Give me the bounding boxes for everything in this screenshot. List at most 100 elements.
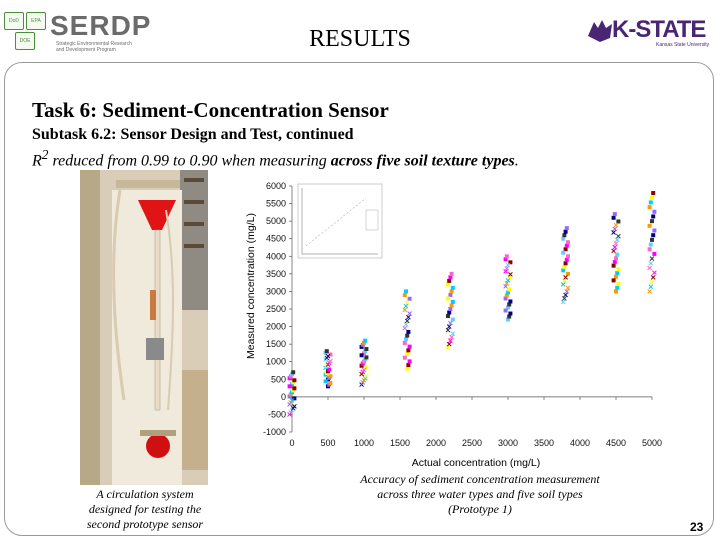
data-point xyxy=(648,284,654,290)
data-point xyxy=(359,344,364,349)
data-point xyxy=(563,229,568,234)
data-point xyxy=(325,353,331,359)
data-point xyxy=(402,293,407,298)
data-point xyxy=(446,282,450,287)
data-point xyxy=(652,228,657,233)
data-point xyxy=(650,219,654,224)
x-tick-label: 0 xyxy=(289,438,294,448)
data-point xyxy=(562,296,567,301)
data-point xyxy=(448,338,453,343)
data-point xyxy=(445,327,451,333)
epa-badge: EPA xyxy=(26,12,46,30)
wildcat-icon xyxy=(588,20,612,42)
data-point xyxy=(404,300,410,305)
data-point xyxy=(566,240,570,245)
data-point xyxy=(446,341,452,347)
chart-caption: Accuracy of sediment concentration measu… xyxy=(360,472,600,516)
subtask-title: Subtask 6.2: Sensor Design and Test, con… xyxy=(32,126,354,143)
data-point xyxy=(562,278,567,284)
data-point xyxy=(292,396,297,401)
data-point xyxy=(503,308,508,313)
y-tick-label: 500 xyxy=(271,374,286,384)
data-point xyxy=(359,363,364,368)
data-point xyxy=(449,289,454,294)
data-point xyxy=(651,191,656,196)
data-point xyxy=(292,378,297,383)
data-point xyxy=(504,254,509,259)
data-point xyxy=(328,358,333,364)
data-point xyxy=(402,307,408,313)
data-point xyxy=(613,241,619,246)
x-tick-label: 2500 xyxy=(462,438,482,448)
data-point xyxy=(360,342,365,347)
data-point xyxy=(292,386,297,391)
y-tick-label: -500 xyxy=(268,409,286,419)
data-point xyxy=(612,226,618,232)
data-point xyxy=(614,237,620,243)
data-point xyxy=(612,212,617,217)
data-point xyxy=(504,265,510,271)
data-point xyxy=(612,244,618,250)
data-point xyxy=(362,351,366,356)
data-point xyxy=(648,260,654,266)
x-tick-label: 1000 xyxy=(354,438,374,448)
x-tick-label: 4000 xyxy=(570,438,590,448)
data-point xyxy=(616,233,621,239)
data-point xyxy=(508,260,513,265)
data-point xyxy=(507,302,512,307)
data-point xyxy=(506,290,510,295)
serdp-logo: DoD EPA DOE SERDP Strategic Environmenta… xyxy=(2,6,150,58)
data-point xyxy=(561,268,566,273)
data-point xyxy=(614,274,618,279)
data-point xyxy=(564,289,570,294)
x-tick-label: 3000 xyxy=(498,438,518,448)
data-point xyxy=(614,289,618,294)
data-point xyxy=(507,314,512,319)
x-axis-label: Actual concentration (mg/L) xyxy=(412,457,540,469)
data-point xyxy=(446,314,450,319)
data-point xyxy=(647,289,652,294)
data-point xyxy=(562,264,567,269)
data-point xyxy=(407,311,412,316)
data-point xyxy=(364,365,369,370)
data-point xyxy=(563,292,568,298)
data-point xyxy=(287,394,292,399)
x-tick-label: 1500 xyxy=(390,438,410,448)
data-point xyxy=(503,268,508,274)
data-point xyxy=(360,361,365,366)
data-point xyxy=(447,278,452,283)
data-point xyxy=(649,256,655,261)
data-point xyxy=(616,267,621,272)
data-point xyxy=(407,344,412,349)
data-point xyxy=(616,219,621,224)
data-point xyxy=(615,285,620,290)
data-point xyxy=(291,370,296,375)
data-point xyxy=(448,307,453,311)
data-point xyxy=(449,303,454,308)
data-point xyxy=(648,200,653,205)
data-point xyxy=(504,293,509,298)
data-point xyxy=(652,251,657,256)
data-point xyxy=(611,215,616,220)
data-point xyxy=(290,390,294,395)
data-point xyxy=(361,367,367,373)
data-point xyxy=(402,355,407,360)
data-point xyxy=(611,263,616,268)
dod-badge: DoD xyxy=(4,12,24,30)
data-point xyxy=(505,278,511,283)
data-point xyxy=(648,242,653,247)
data-point xyxy=(328,374,333,379)
y-tick-label: 4500 xyxy=(266,234,286,244)
data-point xyxy=(364,373,369,379)
data-point xyxy=(404,318,410,324)
data-point xyxy=(560,282,566,287)
data-point xyxy=(503,284,508,289)
serdp-wordmark: SERDP xyxy=(50,10,152,41)
data-point xyxy=(406,329,411,334)
y-tick-label: 0 xyxy=(281,392,286,402)
data-point xyxy=(364,355,369,360)
data-point xyxy=(449,271,454,276)
data-point xyxy=(563,275,568,280)
data-point xyxy=(561,236,566,241)
data-point xyxy=(402,325,408,331)
